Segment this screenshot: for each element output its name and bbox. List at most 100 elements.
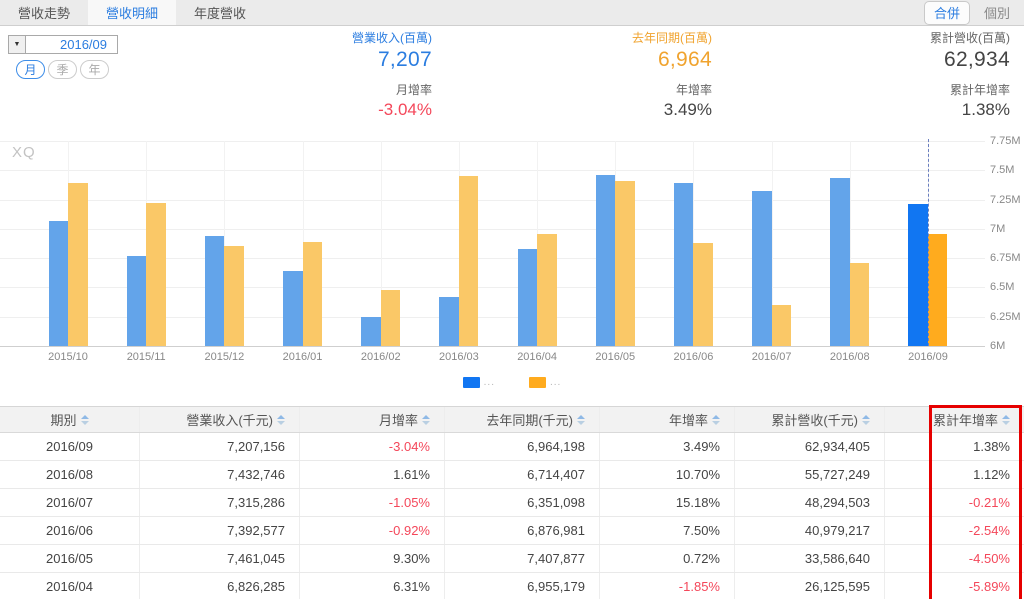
table-cell: 7,315,286 xyxy=(140,489,300,516)
revenue-bar-2016/08 xyxy=(830,178,850,346)
sort-icon[interactable] xyxy=(80,414,89,425)
table-cell: 2016/04 xyxy=(0,573,140,599)
stat-mom-value: -3.04% xyxy=(378,100,432,119)
period-granularity-group: 月 季 年 xyxy=(16,60,109,79)
gridline xyxy=(0,170,985,172)
column-header-0[interactable]: 期別 xyxy=(0,407,140,432)
table-cell: 2016/08 xyxy=(0,461,140,488)
stat-last-year: 去年同期(百萬) 6,964 年增率 3.49% xyxy=(632,29,712,120)
consolidation-toggle: 合併 個別 xyxy=(923,0,1024,25)
month-button[interactable]: 月 xyxy=(16,60,45,79)
column-header-3[interactable]: 去年同期(千元) xyxy=(445,407,600,432)
x-axis-tick-label: 2016/01 xyxy=(282,351,323,363)
period-dropdown-value: 2016/09 xyxy=(60,37,107,52)
revenue-bar-2016/03 xyxy=(439,296,459,346)
table-header-row: 期別 營業收入(千元) 月增率 去年同期(千元) 年增率 累計營收(千元) 累計年增率 xyxy=(0,406,1024,433)
table-cell: 6,351,098 xyxy=(445,489,600,516)
x-axis-tick-label: 2016/02 xyxy=(360,351,401,363)
column-header-4[interactable]: 年增率 xyxy=(600,407,735,432)
last-year-bar-2016/01 xyxy=(302,241,323,346)
table-cell: 7,407,877 xyxy=(445,545,600,572)
stat-revenue-value: 7,207 xyxy=(377,48,432,71)
gridline xyxy=(0,141,985,142)
table-row-2016/08: 2016/08 7,432,746 1.61% 6,714,407 10.70% 55,7… xyxy=(0,461,1024,489)
table-cell: -4.50% xyxy=(968,551,1010,566)
sort-icon[interactable] xyxy=(1002,414,1010,425)
table-cell: 6,876,981 xyxy=(445,517,600,544)
column-header-label: 累計年增率 xyxy=(932,413,998,428)
table-cell: -5.89% xyxy=(968,579,1010,594)
column-header-6[interactable]: 累計年增率 xyxy=(885,407,1024,432)
y-axis-tick-label: 6.25M xyxy=(990,310,1021,323)
tab-annual-revenue[interactable]: 年度營收 xyxy=(194,6,247,21)
stat-yoy-value: 3.49% xyxy=(663,100,712,119)
table-cell: 33,586,640 xyxy=(735,545,885,572)
table-cell: -0.21% xyxy=(968,495,1010,510)
revenue-bar-2016/06 xyxy=(673,183,694,346)
sort-icon[interactable] xyxy=(862,414,870,425)
column-header-2[interactable]: 月增率 xyxy=(300,407,445,432)
column-header-label: 累計營收(千元) xyxy=(771,413,858,428)
last-year-bar-2016/05 xyxy=(615,180,635,346)
stat-revenue: 營業收入(百萬) 7,207 月增率 -3.04% xyxy=(352,29,432,120)
sort-icon[interactable] xyxy=(422,414,430,425)
table-cell: 40,979,217 xyxy=(735,517,885,544)
table-cell: 2016/05 xyxy=(0,545,140,572)
last-year-bar-2016/09 xyxy=(927,233,948,346)
table-cell: 62,934,405 xyxy=(735,433,885,460)
dropdown-arrow-icon[interactable]: ▼ xyxy=(9,36,26,53)
table-cell: -1.05% xyxy=(300,489,445,516)
gridline xyxy=(0,316,985,318)
merge-button[interactable]: 合併 xyxy=(923,0,970,25)
sort-icon[interactable] xyxy=(712,414,720,425)
gridline xyxy=(224,141,226,346)
table-cell: 0.72% xyxy=(600,545,735,572)
column-header-1[interactable]: 營業收入(千元) xyxy=(140,407,300,432)
column-header-label: 營業收入(千元) xyxy=(186,413,273,428)
xq-watermark: XQ xyxy=(12,144,36,161)
tab-revenue-trend[interactable]: 營收走勢 xyxy=(18,6,71,21)
gridline xyxy=(849,141,851,346)
table-cell: -2.54% xyxy=(968,523,1010,538)
legend-swatch-blue xyxy=(462,376,480,388)
table-cell: 2016/09 xyxy=(0,433,140,460)
revenue-table: 期別 營業收入(千元) 月增率 去年同期(千元) 年增率 累計營收(千元) 累計年增率 201… xyxy=(0,406,1024,599)
quarter-button[interactable]: 季 xyxy=(48,60,77,79)
period-dropdown[interactable]: ▼ 2016/09 xyxy=(8,35,118,54)
table-cell: -0.92% xyxy=(300,517,445,544)
year-button[interactable]: 年 xyxy=(80,60,109,79)
gridline xyxy=(380,141,382,346)
table-cell: 7,432,746 xyxy=(140,461,300,488)
stat-last-year-value: 6,964 xyxy=(657,48,712,71)
sort-icon[interactable] xyxy=(277,414,285,425)
last-year-bar-2015/10 xyxy=(68,183,88,346)
tab-revenue-detail[interactable]: 營收明細 xyxy=(88,0,177,25)
legend-item-last-year: ... xyxy=(529,376,562,388)
table-cell: 7,392,577 xyxy=(140,517,300,544)
column-header-5[interactable]: 累計營收(千元) xyxy=(735,407,885,432)
x-axis-tick-label: 2016/09 xyxy=(908,351,948,363)
legend-label: ... xyxy=(550,376,562,388)
individual-button[interactable]: 個別 xyxy=(983,6,1010,21)
stat-cum-yoy-label: 累計年增率 xyxy=(949,83,1010,97)
gridline xyxy=(0,346,985,347)
tab-bar: 營收走勢 營收明細 年度營收 合併 個別 xyxy=(0,0,1024,26)
gridline xyxy=(0,228,985,230)
table-cell: 6.31% xyxy=(300,573,445,599)
table-cell: 7,461,045 xyxy=(140,545,300,572)
x-axis-tick-label: 2016/03 xyxy=(439,351,479,363)
sort-icon[interactable] xyxy=(577,414,585,425)
revenue-bar-2016/04 xyxy=(517,248,538,346)
table-row-2016/05: 2016/05 7,461,045 9.30% 7,407,877 0.72% 33,58… xyxy=(0,545,1024,573)
last-year-bar-2016/04 xyxy=(537,233,557,346)
table-cell: 26,125,595 xyxy=(735,573,885,599)
stat-revenue-label: 營業收入(百萬) xyxy=(352,31,432,45)
legend-swatch-orange xyxy=(529,376,546,388)
legend-item-revenue: ... xyxy=(462,376,495,388)
y-axis-tick-label: 7.25M xyxy=(990,193,1021,206)
table-cell: 3.49% xyxy=(600,433,735,460)
table-cell: 6,964,198 xyxy=(445,433,600,460)
x-axis-tick-label: 2016/05 xyxy=(595,351,636,363)
gridline xyxy=(0,199,985,201)
last-year-bar-2016/02 xyxy=(380,289,401,346)
